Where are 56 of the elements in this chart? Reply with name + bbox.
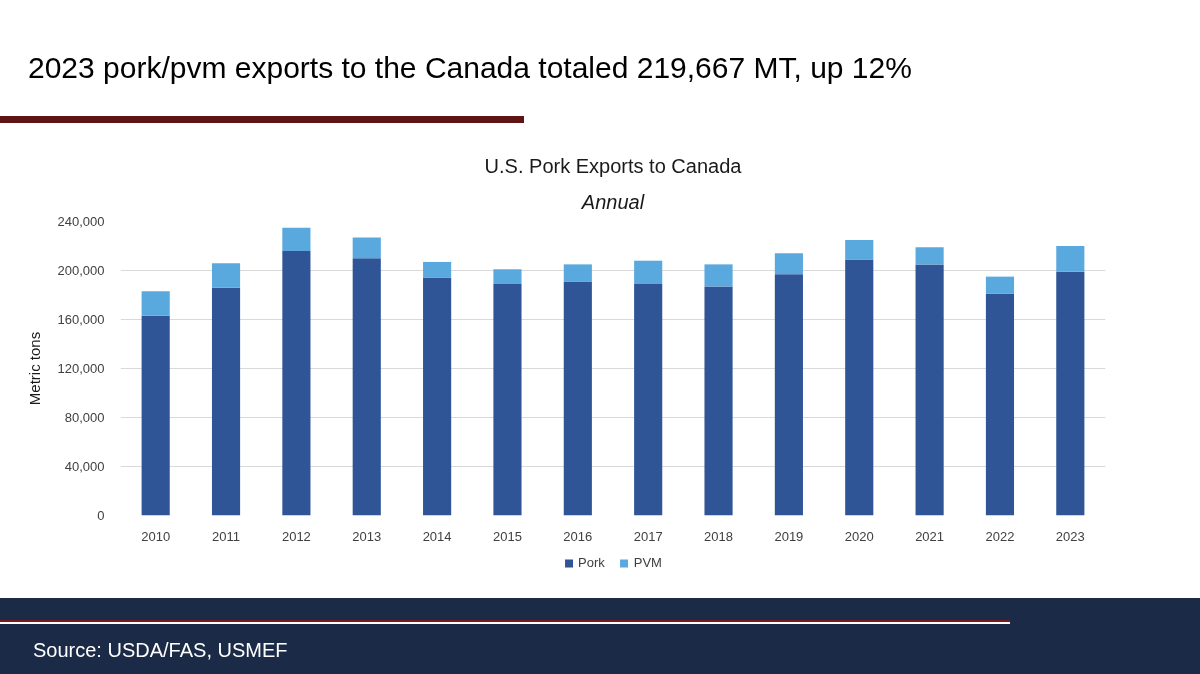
bar xyxy=(423,277,452,516)
chart-subtitle: Annual xyxy=(580,190,645,213)
x-tick-label: 2023 xyxy=(1055,528,1085,544)
x-tick-label: 2021 xyxy=(915,528,945,544)
bar xyxy=(845,239,874,260)
text: 2023 pork/pvm exports to the Canada totaled 219,667 MT, up 12% xyxy=(27,50,912,86)
legend-label: PVM xyxy=(633,555,662,570)
bar xyxy=(493,283,522,516)
bar xyxy=(563,264,592,282)
y-tick-label: 240,000 xyxy=(57,214,105,229)
bar xyxy=(1056,271,1085,516)
x-tick-label: 2011 xyxy=(212,528,241,544)
bar xyxy=(985,276,1015,294)
bar xyxy=(915,264,944,516)
y-tick-label: 0 xyxy=(97,508,105,523)
bar xyxy=(1056,246,1085,272)
bar xyxy=(352,237,381,259)
bar xyxy=(985,293,1015,516)
y-axis-title: Metric tons xyxy=(25,331,43,406)
x-tick-label: 2020 xyxy=(844,528,874,544)
x-tick-label: 2013 xyxy=(352,528,382,544)
bar xyxy=(352,258,381,516)
x-tick-label: 2017 xyxy=(633,528,663,544)
x-tick-label: 2018 xyxy=(704,528,733,544)
bar xyxy=(141,291,170,316)
x-tick-label: 2019 xyxy=(774,528,804,544)
bar xyxy=(774,274,803,516)
bar xyxy=(704,286,733,516)
bar xyxy=(634,283,663,516)
y-tick-label: 40,000 xyxy=(64,459,105,474)
x-tick-label: 2015 xyxy=(493,528,522,544)
source-note: Source: USDA/FAS, USMEF xyxy=(32,638,289,662)
bar xyxy=(634,260,663,284)
bar xyxy=(141,315,170,516)
bar xyxy=(282,227,311,251)
bar xyxy=(211,263,241,288)
bar xyxy=(704,264,733,287)
y-tick-label: 160,000 xyxy=(57,312,105,327)
x-tick-label: 2012 xyxy=(281,528,311,544)
y-tick-label: 80,000 xyxy=(64,410,105,425)
bar xyxy=(915,247,944,265)
bar xyxy=(282,250,311,516)
bar xyxy=(493,269,522,284)
bar xyxy=(845,259,874,516)
x-tick-label: 2014 xyxy=(422,528,452,544)
x-tick-label: 2010 xyxy=(141,528,171,544)
x-tick-label: 2022 xyxy=(985,528,1015,544)
bar xyxy=(423,261,452,278)
bar xyxy=(563,281,592,516)
y-tick-label: 120,000 xyxy=(57,361,105,376)
legend-label: Pork xyxy=(578,555,605,570)
chart-title: U.S. Pork Exports to Canada xyxy=(484,154,743,177)
y-tick-label: 200,000 xyxy=(57,263,105,278)
x-tick-label: 2016 xyxy=(563,528,593,544)
bar xyxy=(211,287,241,516)
bar xyxy=(774,253,803,275)
